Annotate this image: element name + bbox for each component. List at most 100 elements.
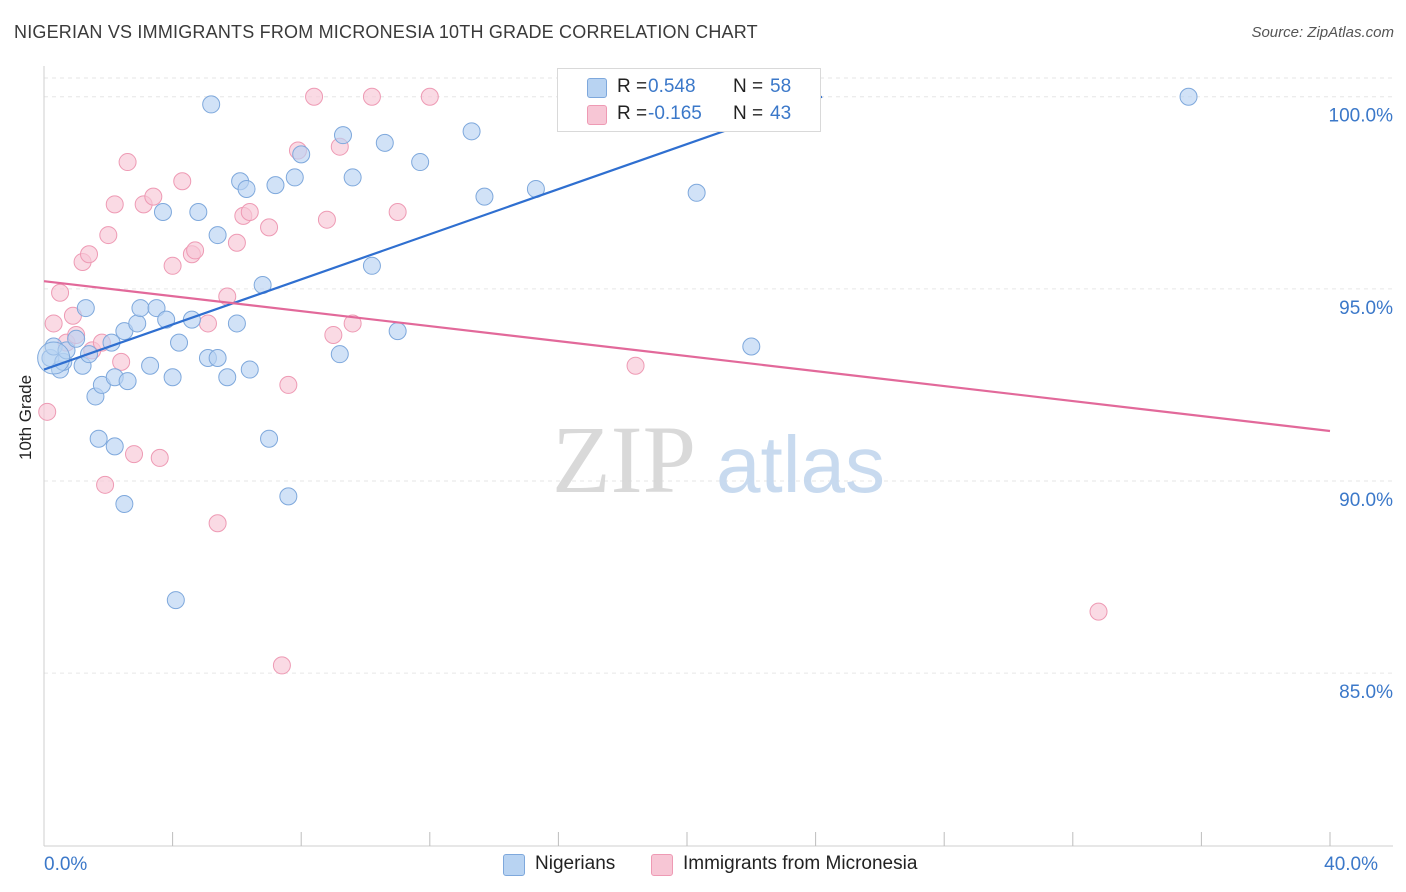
nigerian-point — [128, 314, 147, 333]
nigerian-point — [115, 495, 134, 514]
micronesia-point — [38, 402, 57, 421]
legend-label-micronesia: Immigrants from Micronesia — [683, 853, 918, 874]
nigerian-point — [118, 372, 137, 391]
nigerian-point — [147, 299, 166, 318]
nigerian-point — [240, 360, 259, 379]
nigerian-point — [1179, 87, 1198, 106]
micronesia-point — [96, 475, 115, 494]
x-tick-label: 0.0% — [44, 854, 87, 875]
micronesia-point — [118, 153, 137, 172]
nigerian-point — [333, 126, 352, 145]
micronesia-point — [144, 187, 163, 206]
nigerian-point — [388, 322, 407, 341]
nigerian-point — [687, 183, 706, 202]
x-tick-label: 40.0% — [1324, 854, 1378, 875]
nigerian-point — [742, 337, 761, 356]
micronesia-point — [44, 314, 63, 333]
nigerian-point — [475, 187, 494, 206]
y-tick-label: 90.0% — [1339, 490, 1393, 511]
r-value: -0.165 — [648, 103, 702, 124]
correlation-legend: R = 0.548 N = 58 R = -0.165 N = 43 — [557, 68, 821, 132]
micronesia-point — [317, 210, 336, 229]
nigerian-trend-line — [43, 95, 823, 371]
nigerian-point — [153, 203, 172, 222]
micronesia-point — [388, 203, 407, 222]
nigerian-point — [218, 368, 237, 387]
nigerian-point — [411, 153, 430, 172]
legend-row-micronesia: R = -0.165 N = 43 — [558, 101, 820, 127]
watermark-zip: ZIP — [552, 406, 696, 513]
nigerian-point — [260, 429, 279, 448]
micronesia-point — [51, 283, 70, 302]
nigerian-point — [208, 226, 227, 245]
micronesia-point — [186, 241, 205, 260]
micronesia-point — [420, 87, 439, 106]
n-value: 43 — [770, 103, 792, 124]
nigerian-point — [330, 345, 349, 364]
nigerian-point — [141, 356, 160, 375]
r-label: R = — [617, 76, 648, 97]
nigerian-point — [37, 341, 71, 375]
tick-labels: 100.0% 95.0% 90.0% 85.0% 0.0% 40.0% — [44, 106, 1393, 875]
legend-label-nigerians: Nigerians — [535, 853, 616, 874]
nigerian-point — [131, 299, 150, 318]
legend-swatch-pink — [651, 854, 673, 876]
nigerian-point — [189, 203, 208, 222]
nigerian-point — [163, 368, 182, 387]
micronesia-point — [198, 314, 217, 333]
nigerian-point — [362, 256, 381, 275]
micronesia-point — [272, 656, 291, 675]
micronesia-point — [279, 375, 298, 394]
micronesia-points — [38, 87, 1108, 675]
nigerian-point — [105, 437, 124, 456]
micronesia-point — [150, 448, 169, 467]
n-label: N = — [733, 76, 764, 97]
n-label: N = — [733, 103, 764, 124]
micronesia-point — [362, 87, 381, 106]
micronesia-point — [260, 218, 279, 237]
watermark-atlas: atlas — [716, 420, 885, 509]
micronesia-point — [163, 256, 182, 275]
nigerian-point — [76, 299, 95, 318]
nigerian-point — [343, 168, 362, 187]
micronesia-point — [105, 195, 124, 214]
nigerian-point — [166, 591, 185, 610]
legend-swatch-blue — [587, 78, 607, 98]
micronesia-point — [227, 233, 246, 252]
micronesia-point — [1089, 602, 1108, 621]
micronesia-point — [240, 203, 259, 222]
micronesia-point — [324, 325, 343, 344]
nigerian-point — [202, 95, 221, 114]
bottom-legend: Nigerians Immigrants from Micronesia — [0, 852, 1406, 878]
r-label: R = — [617, 103, 648, 124]
nigerian-point — [279, 487, 298, 506]
micronesia-point — [626, 356, 645, 375]
micronesia-point — [125, 445, 144, 464]
nigerian-point — [208, 349, 227, 368]
legend-row-nigerians: R = 0.548 N = 58 — [558, 74, 820, 100]
micronesia-point — [305, 87, 324, 106]
nigerian-points — [37, 87, 1198, 610]
nigerian-point — [462, 122, 481, 141]
nigerian-point — [292, 145, 311, 164]
source-label: Source: ZipAtlas.com — [1251, 24, 1394, 41]
legend-swatch-blue — [503, 854, 525, 876]
chart-title: NIGERIAN VS IMMIGRANTS FROM MICRONESIA 1… — [14, 22, 758, 42]
nigerian-point — [67, 329, 86, 348]
nigerian-point — [266, 176, 285, 195]
axes — [43, 66, 1393, 847]
trend-lines — [43, 95, 1331, 433]
y-tick-label: 100.0% — [1329, 106, 1394, 127]
micronesia-trend-line — [43, 280, 1331, 433]
nigerian-point — [170, 333, 189, 352]
micronesia-point — [112, 352, 131, 371]
n-value: 58 — [770, 76, 792, 97]
y-axis-label: 10th Grade — [16, 374, 35, 460]
micronesia-point — [343, 314, 362, 333]
legend-swatch-pink — [587, 105, 607, 125]
micronesia-point — [208, 514, 227, 533]
nigerian-point — [89, 429, 108, 448]
micronesia-point — [80, 245, 99, 264]
nigerian-point — [285, 168, 304, 187]
